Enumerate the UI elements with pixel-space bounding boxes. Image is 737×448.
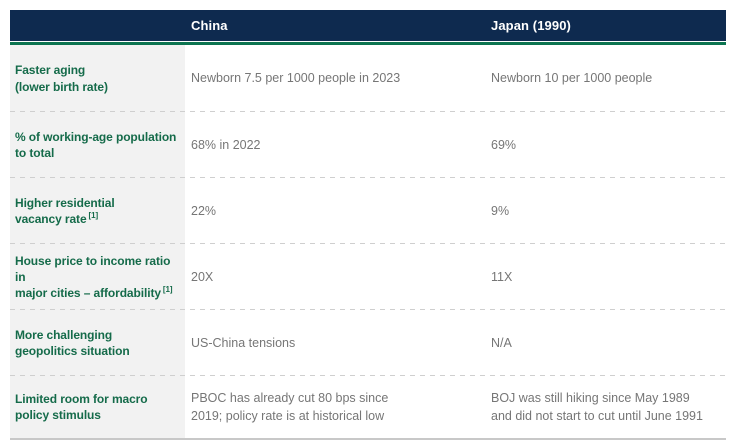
- japan-value-cell: BOJ was still hiking since May 1989 and …: [485, 376, 726, 438]
- row-label: Higher residential vacancy rate [1]: [10, 178, 185, 244]
- table-row: House price to income ratio in major cit…: [10, 244, 726, 310]
- china-value: Newborn 7.5 per 1000 people in 2023: [191, 71, 401, 86]
- row-label-inner: More challenging geopolitics situation: [15, 327, 130, 359]
- comparison-table: China Japan (1990) Faster aging (lower b…: [10, 10, 726, 440]
- row-label-text: House price to income ratio in major cit…: [15, 253, 171, 301]
- japan-value: 9%: [491, 203, 510, 218]
- china-value: 68% in 2022: [191, 137, 261, 152]
- japan-value: N/A: [491, 335, 512, 350]
- header-cell-japan: Japan (1990): [491, 18, 571, 33]
- china-value: PBOC has already cut 80 bps since 2019; …: [191, 390, 389, 423]
- row-label: House price to income ratio in major cit…: [10, 244, 185, 310]
- china-value-cell: 68% in 2022: [185, 112, 485, 178]
- row-label: Faster aging (lower birth rate): [10, 45, 185, 112]
- table-header: China Japan (1990): [10, 10, 726, 41]
- china-value-cell: PBOC has already cut 80 bps since 2019; …: [185, 376, 485, 438]
- bottom-rule: [10, 438, 726, 440]
- table-row: Limited room for macro policy stimulus P…: [10, 376, 726, 438]
- japan-value: BOJ was still hiking since May 1989 and …: [491, 390, 703, 423]
- row-label-footnote: [1]: [88, 211, 99, 220]
- rows-container: Faster aging (lower birth rate) Newborn …: [10, 45, 726, 438]
- row-label: More challenging geopolitics situation: [10, 310, 185, 376]
- table-row: Faster aging (lower birth rate) Newborn …: [10, 45, 726, 112]
- china-value: US-China tensions: [191, 335, 296, 350]
- japan-value-cell: 9%: [485, 178, 726, 244]
- japan-value: 11X: [491, 269, 513, 284]
- row-label-inner: % of working-age population to total: [15, 129, 176, 161]
- japan-value-cell: 11X: [485, 244, 726, 310]
- row-label-inner: Higher residential vacancy rate [1]: [15, 195, 115, 227]
- row-label: Limited room for macro policy stimulus: [10, 376, 185, 438]
- table-row: Higher residential vacancy rate [1] 22% 9…: [10, 178, 726, 244]
- row-label-footnote: [1]: [162, 285, 173, 295]
- row-label-text: Limited room for macro policy stimulus: [15, 391, 148, 422]
- china-value-cell: US-China tensions: [185, 310, 485, 376]
- china-value-cell: 20X: [185, 244, 485, 310]
- row-label-text: More challenging geopolitics situation: [15, 327, 130, 358]
- row-label-text: Faster aging (lower birth rate): [15, 63, 108, 94]
- row-label-text: % of working-age population to total: [15, 129, 177, 160]
- table-row: More challenging geopolitics situation U…: [10, 310, 726, 376]
- accent-divider: [10, 42, 726, 45]
- header-cell-china: China: [191, 18, 228, 33]
- japan-value-cell: 69%: [485, 112, 726, 178]
- row-label-text: Higher residential vacancy rate: [15, 195, 115, 226]
- china-value-cell: Newborn 7.5 per 1000 people in 2023: [185, 45, 485, 112]
- china-value-cell: 22%: [185, 178, 485, 244]
- china-value: 22%: [191, 203, 217, 218]
- table-row: % of working-age population to total 68%…: [10, 112, 726, 178]
- row-label-inner: Faster aging (lower birth rate): [15, 62, 108, 94]
- japan-value-cell: Newborn 10 per 1000 people: [485, 45, 726, 112]
- row-label-inner: House price to income ratio in major cit…: [15, 253, 183, 302]
- row-label: % of working-age population to total: [10, 112, 185, 178]
- japan-value: 69%: [491, 137, 517, 152]
- china-value: 20X: [191, 269, 214, 284]
- japan-value: Newborn 10 per 1000 people: [491, 71, 653, 86]
- row-label-inner: Limited room for macro policy stimulus: [15, 391, 148, 423]
- japan-value-cell: N/A: [485, 310, 726, 376]
